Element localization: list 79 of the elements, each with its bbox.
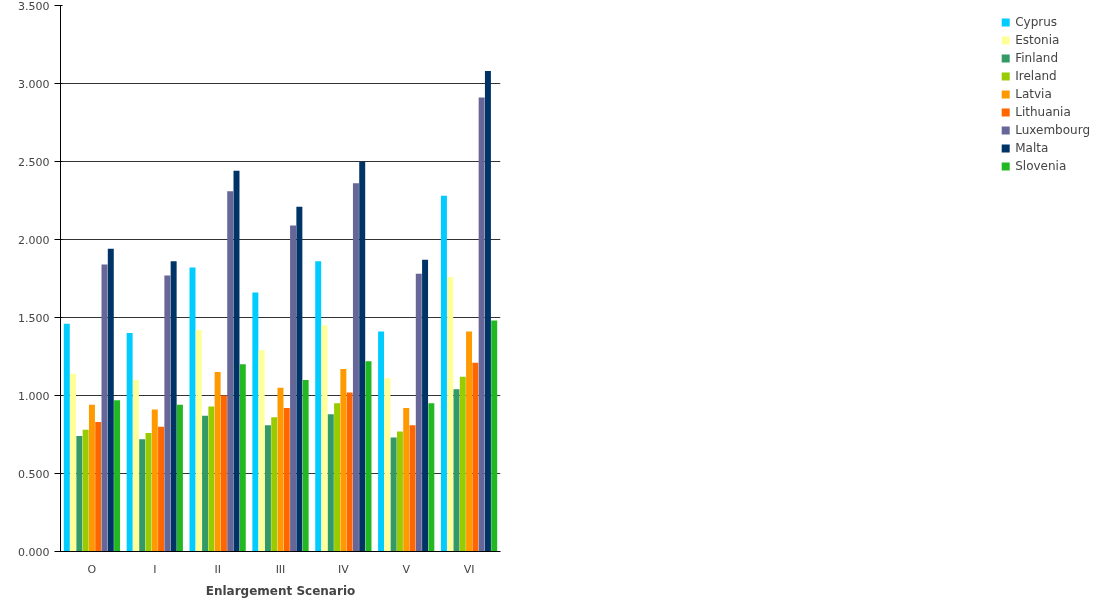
bar <box>390 437 397 552</box>
bar <box>315 261 322 552</box>
bar <box>472 362 479 552</box>
y-tick-label: 3.000 <box>18 77 50 91</box>
bar <box>340 368 347 552</box>
bar <box>227 191 234 552</box>
bar <box>126 333 133 552</box>
bar <box>107 248 114 552</box>
bar <box>63 323 70 552</box>
y-tick-label: 3.500 <box>18 0 50 13</box>
x-tick-label: IV <box>337 562 350 576</box>
y-tick-label: 0.000 <box>18 545 50 559</box>
bar <box>202 415 209 552</box>
bar <box>164 275 171 552</box>
bar <box>478 97 485 552</box>
y-tick-label: 2.000 <box>18 233 50 247</box>
x-tick-label: III <box>275 562 286 576</box>
bar <box>428 403 435 552</box>
x-tick-label: V <box>402 562 411 576</box>
bar <box>170 261 177 552</box>
x-tick-label: O <box>87 562 97 576</box>
x-tick-label: I <box>153 562 157 576</box>
x-tick-label: VI <box>463 562 475 576</box>
bar <box>95 422 102 552</box>
bar <box>239 364 246 552</box>
legend-label: Estonia <box>1015 33 1060 47</box>
y-tick-label: 1.000 <box>18 389 50 403</box>
bar <box>195 329 202 552</box>
bar <box>447 276 454 552</box>
bar <box>422 259 429 552</box>
bar <box>252 292 259 552</box>
bar <box>264 425 271 552</box>
bar <box>334 403 341 552</box>
bar <box>378 331 385 552</box>
legend-label: Luxembourg <box>1015 123 1090 137</box>
bar <box>484 71 491 552</box>
bar <box>290 225 297 552</box>
legend-label: Ireland <box>1015 69 1057 83</box>
bar <box>491 320 498 552</box>
bar <box>208 406 215 552</box>
legend-label: Malta <box>1015 141 1049 155</box>
bar <box>403 407 410 552</box>
y-tick-label: 0.500 <box>18 467 50 481</box>
bar <box>88 404 95 552</box>
bar <box>396 431 403 552</box>
bar <box>440 195 447 552</box>
bar <box>384 378 391 552</box>
legend-label: Slovenia <box>1015 159 1067 173</box>
bar <box>220 395 227 552</box>
bar <box>214 372 221 552</box>
bar <box>158 426 165 552</box>
bar <box>302 379 309 552</box>
bar <box>114 400 121 552</box>
bar <box>359 161 366 552</box>
bar <box>283 407 290 552</box>
bar <box>327 414 334 552</box>
bar <box>82 429 89 552</box>
legend-label: Cyprus <box>1015 15 1058 29</box>
bar <box>415 273 422 552</box>
bar <box>151 409 158 552</box>
bar <box>70 373 77 552</box>
bar <box>271 417 278 552</box>
bar <box>176 404 183 552</box>
bar <box>459 376 466 552</box>
bar <box>132 379 139 552</box>
legend-label: Latvia <box>1015 87 1052 101</box>
legend-label: Finland <box>1015 51 1059 65</box>
x-tick-label: II <box>214 562 221 576</box>
bar <box>296 206 303 552</box>
y-tick-label: 1.500 <box>18 311 50 325</box>
bar <box>76 436 83 552</box>
y-tick-label: 2.500 <box>18 155 50 169</box>
bar <box>346 392 353 552</box>
legend-label: Lithuania <box>1015 105 1071 119</box>
x-axis-title: Enlargement Scenario <box>205 583 356 598</box>
bar <box>139 439 146 552</box>
bar <box>258 350 265 552</box>
bar <box>352 183 359 552</box>
bar <box>466 331 473 552</box>
